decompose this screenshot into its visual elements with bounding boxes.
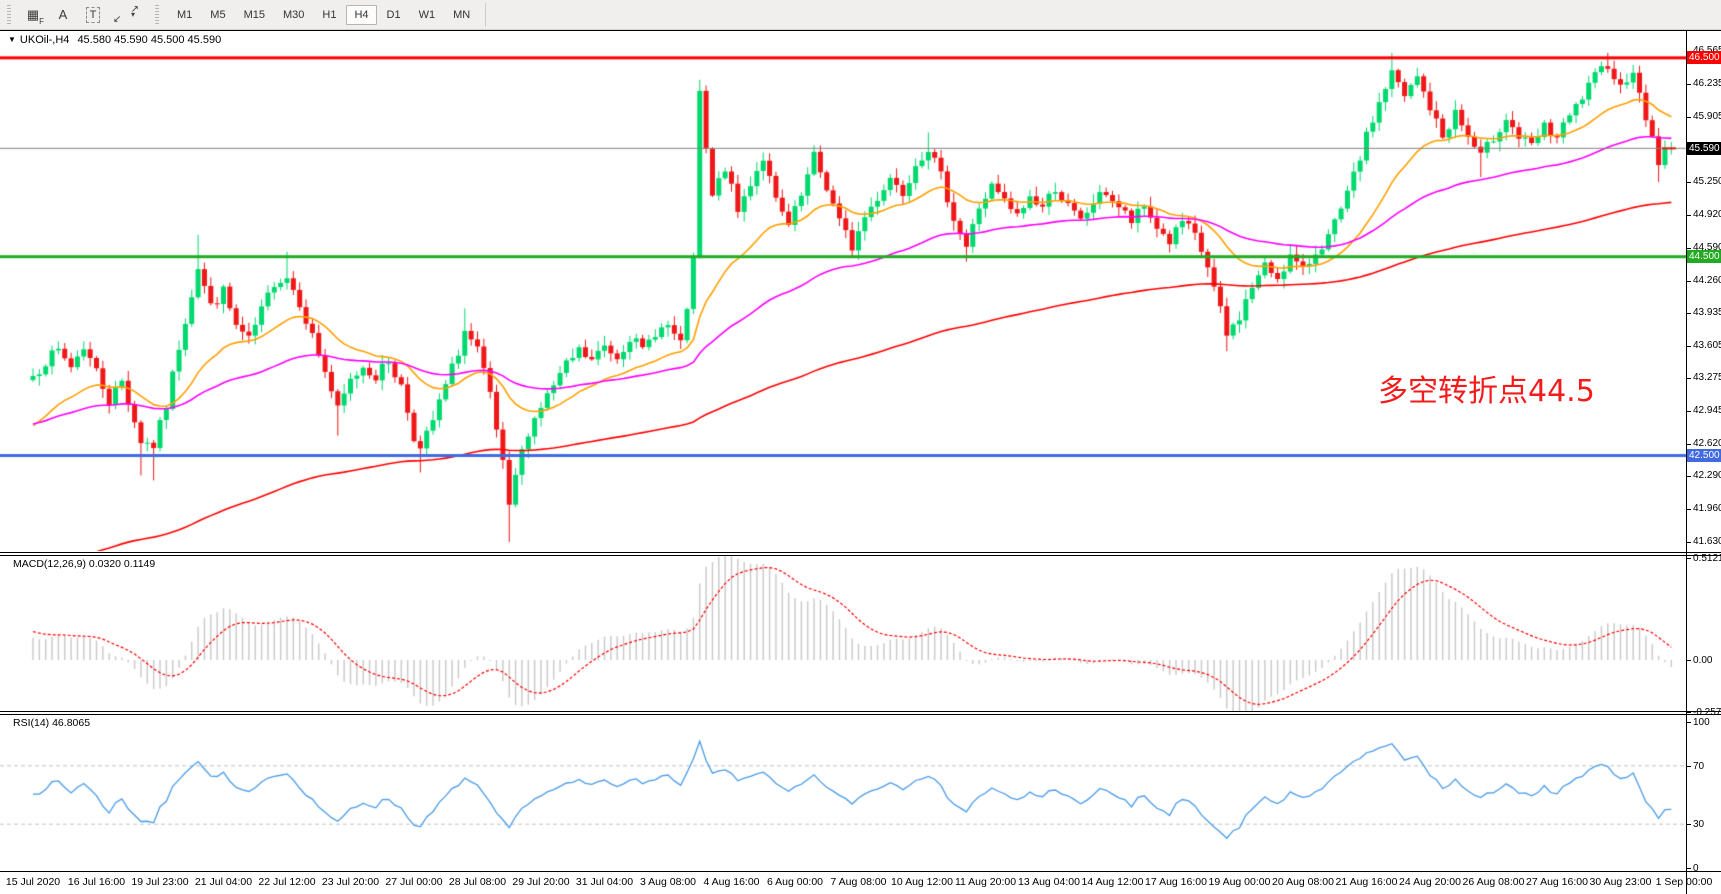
main-macd-separator[interactable] <box>0 552 1721 553</box>
toolbar: ▦ F A T ↗ ↙ ▾ M1 M5 M15 M30 H1 H4 D1 W1 MN <box>0 0 1721 30</box>
timeframe-w1[interactable]: W1 <box>418 8 436 21</box>
text-label-tool[interactable]: T <box>81 4 105 26</box>
timeframe-m15[interactable]: M15 <box>243 8 265 21</box>
arrows-tool[interactable]: ↗ ↙ ▾ <box>113 3 139 25</box>
chart-top-border <box>0 30 1721 31</box>
toolbar-grip-2[interactable] <box>155 4 159 25</box>
timeframe-group: M1 M5 M15 M30 H1 H4 D1 W1 MN <box>168 4 479 25</box>
price-chart-canvas[interactable] <box>0 30 1686 872</box>
text-tool[interactable]: A <box>58 7 68 22</box>
timeframe-m1[interactable]: M1 <box>177 8 193 21</box>
timeframe-m5[interactable]: M5 <box>210 8 226 21</box>
timeframe-h1[interactable]: H1 <box>322 8 337 21</box>
toolbar-grip[interactable] <box>7 4 11 25</box>
time-axis-border <box>0 871 1721 872</box>
tool-group: ▦ F A T ↗ ↙ ▾ <box>18 4 148 26</box>
timeframe-h4[interactable]: H4 <box>346 4 377 25</box>
rsi-top-border <box>0 714 1721 715</box>
price-axis-border <box>1686 30 1687 894</box>
toolbar-separator <box>485 2 487 27</box>
macd-rsi-separator[interactable] <box>0 711 1721 712</box>
time-axis[interactable] <box>0 872 1686 894</box>
timeframe-mn[interactable]: MN <box>453 8 471 21</box>
price-axis[interactable] <box>1686 30 1721 871</box>
timeframe-m30[interactable]: M30 <box>282 8 305 21</box>
fibo-grid-tool[interactable]: ▦ F <box>26 6 44 26</box>
macd-top-border <box>0 555 1721 556</box>
timeframe-d1[interactable]: D1 <box>386 8 401 21</box>
